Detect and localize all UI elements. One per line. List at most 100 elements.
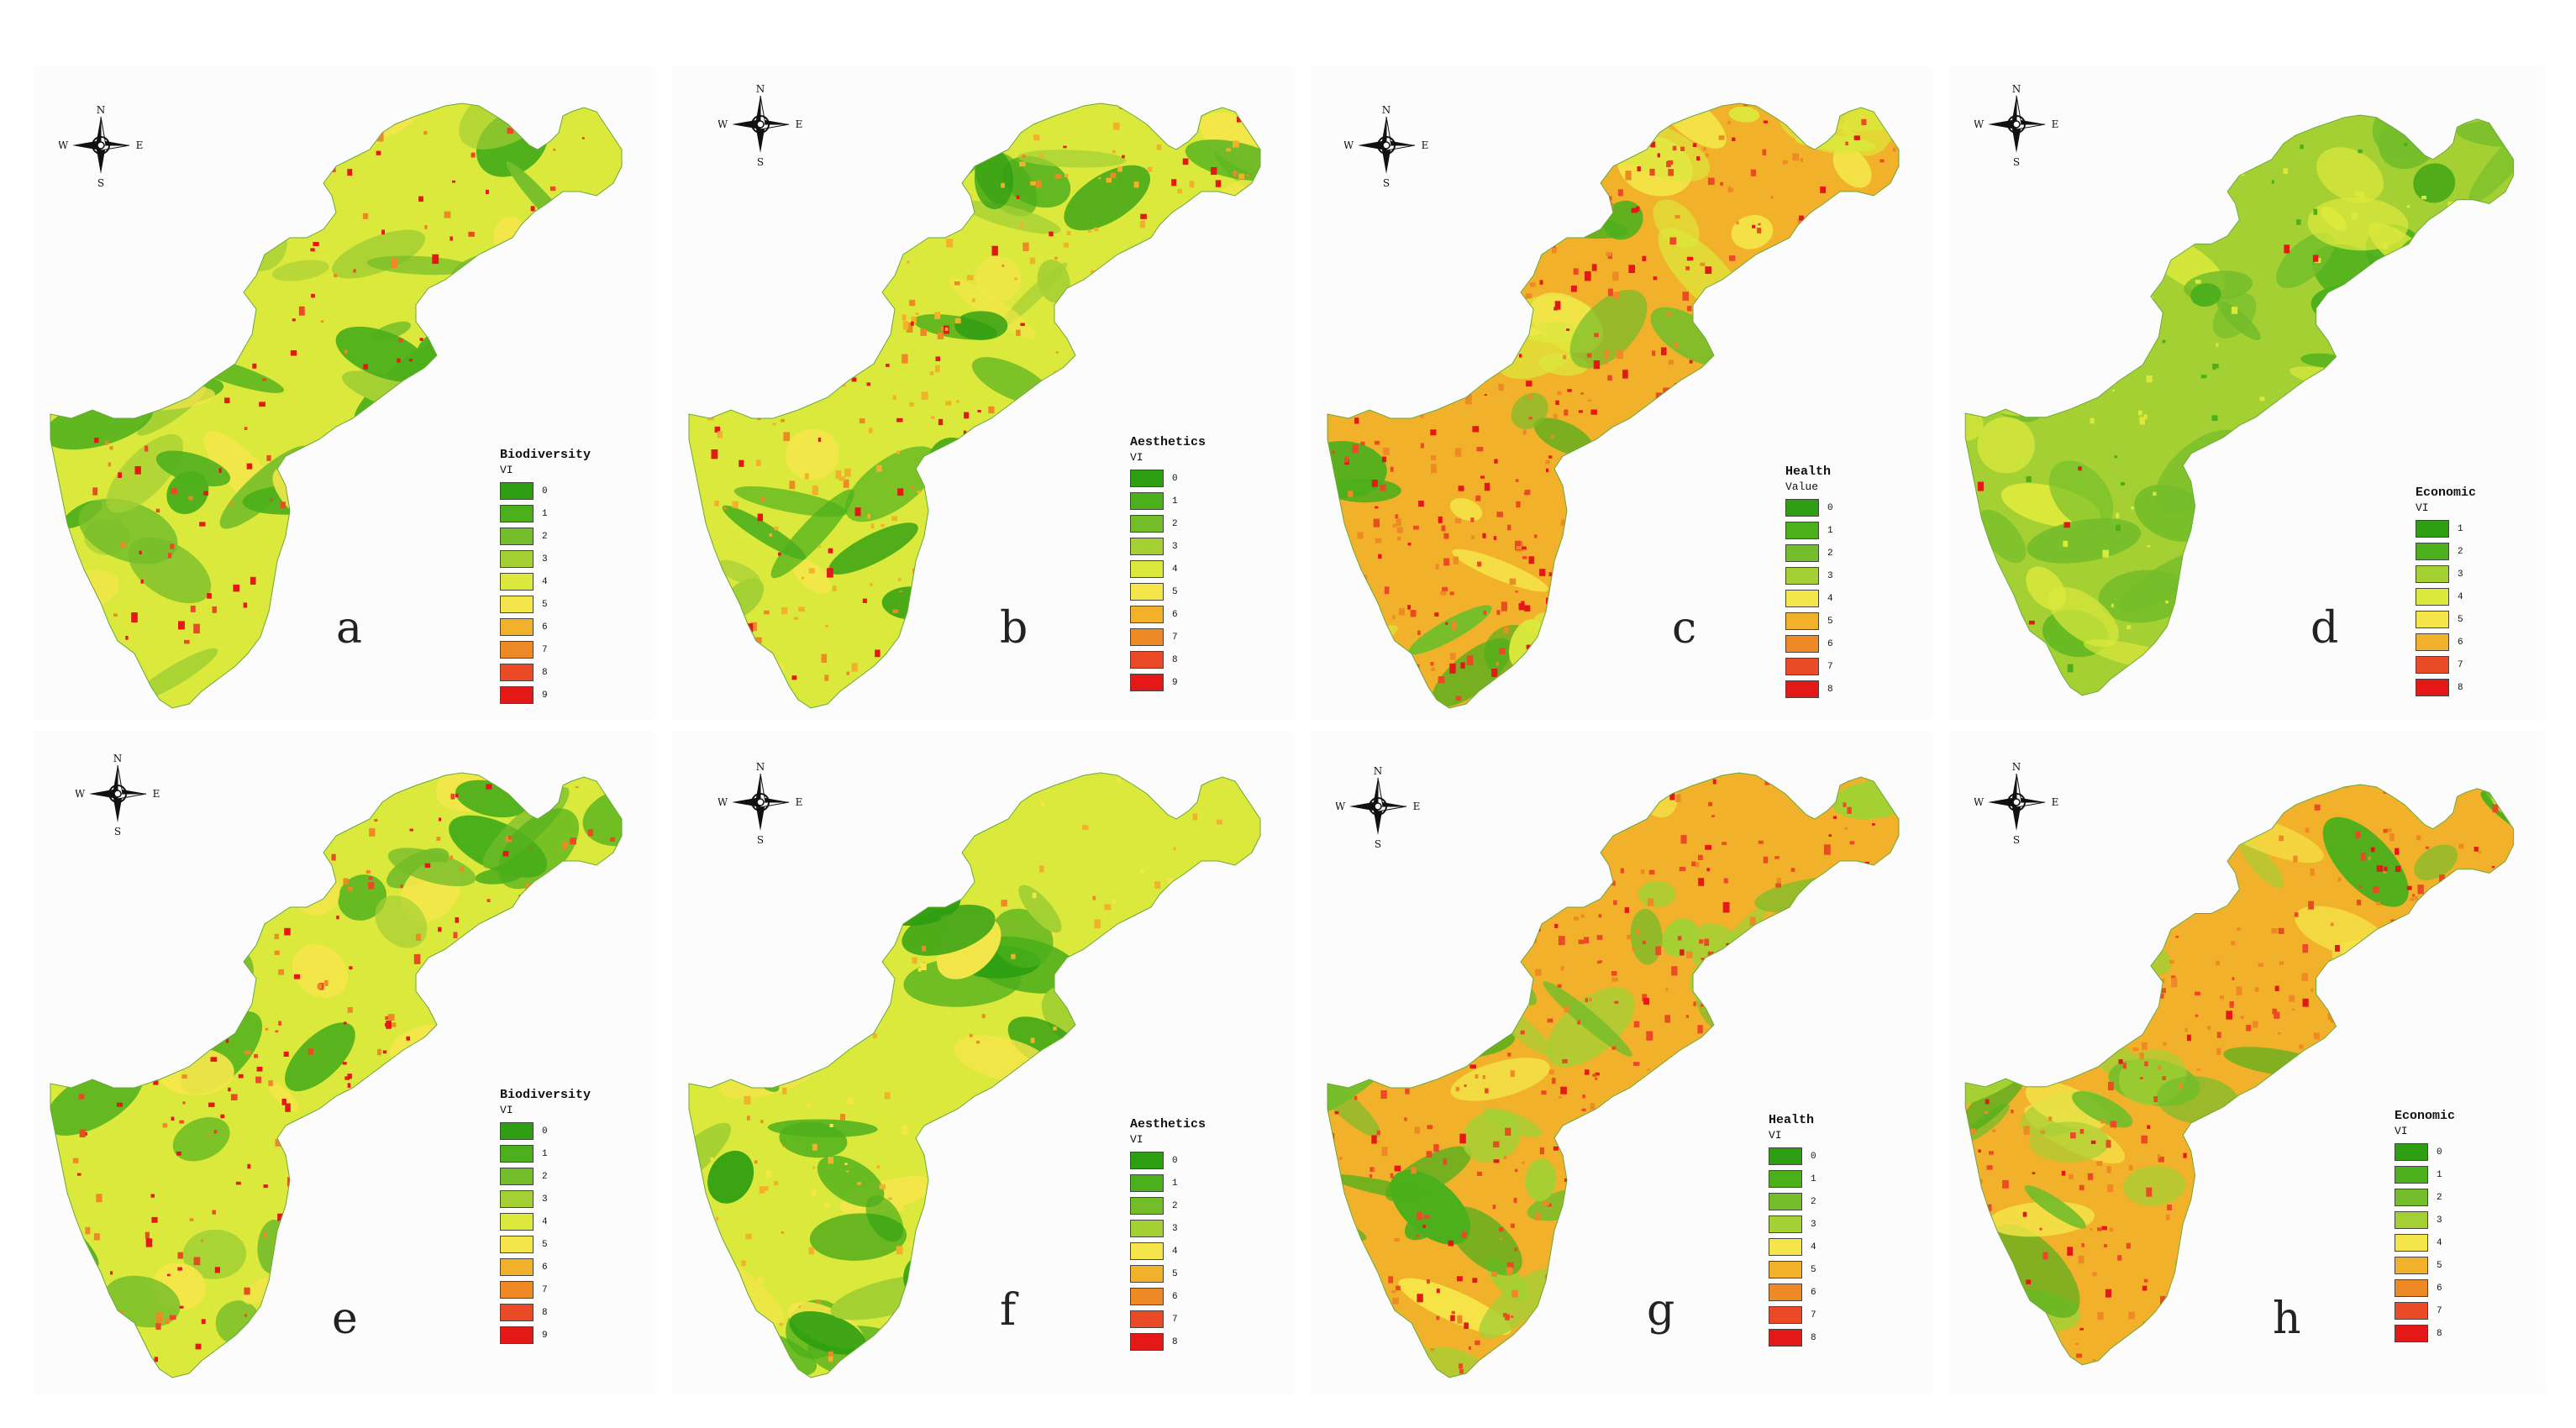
value-cell	[2110, 1121, 2117, 1128]
value-cell	[626, 1173, 628, 1174]
value-cell	[1593, 360, 1601, 370]
value-cell	[1554, 1277, 1561, 1282]
value-cell	[2240, 1016, 2244, 1020]
value-cell	[2221, 1231, 2228, 1235]
value-cell	[208, 1134, 211, 1137]
value-cell	[1527, 705, 1533, 708]
legend-swatch	[1785, 680, 1819, 698]
value-cell	[1744, 1320, 1748, 1324]
value-cell	[2335, 945, 2340, 952]
value-cell	[131, 1015, 136, 1021]
region-map	[688, 102, 1271, 717]
value-cell	[302, 901, 306, 905]
value-cell	[1498, 1373, 1503, 1378]
value-cell	[385, 1016, 388, 1020]
value-cell	[2289, 1231, 2295, 1236]
value-cell	[1185, 987, 1190, 991]
value-cell	[1162, 919, 1166, 924]
value-cell	[1527, 1347, 1534, 1357]
value-cell	[235, 1181, 241, 1185]
legend-value: 7	[2437, 1305, 2442, 1316]
value-cell	[1374, 366, 1380, 370]
value-cell	[2172, 850, 2177, 856]
value-cell	[1904, 815, 1910, 823]
value-cell	[1827, 436, 1831, 438]
legend-row: 4	[1785, 587, 1833, 610]
terrain-patch	[1469, 870, 1524, 923]
value-cell	[384, 1240, 391, 1251]
value-cell	[1683, 1095, 1686, 1101]
value-cell	[1185, 245, 1190, 249]
value-cell	[1561, 538, 1568, 545]
value-cell	[2116, 524, 2121, 532]
value-cell	[2222, 872, 2226, 874]
value-cell	[870, 849, 875, 853]
value-cell	[928, 773, 933, 777]
value-cell	[1617, 189, 1623, 197]
value-cell	[799, 1051, 805, 1055]
value-cell	[1588, 1294, 1595, 1305]
value-cell	[1107, 1185, 1112, 1194]
terrain-patch	[1229, 655, 1260, 700]
value-cell	[1412, 1072, 1418, 1079]
value-cell	[2081, 1242, 2084, 1247]
value-cell	[1265, 194, 1271, 200]
value-cell	[602, 192, 606, 195]
value-cell	[700, 711, 705, 717]
value-cell	[1475, 103, 1480, 107]
value-cell	[1732, 1087, 1736, 1092]
terrain-patch	[2053, 888, 2090, 922]
terrain-patch	[1479, 1268, 1555, 1339]
value-cell	[1064, 1170, 1068, 1175]
value-cell	[1672, 145, 1677, 151]
terrain-patch	[2205, 492, 2262, 525]
value-cell	[451, 1286, 459, 1296]
value-cell	[1243, 1134, 1249, 1138]
value-cell	[1503, 1156, 1507, 1159]
value-cell	[909, 402, 914, 407]
value-cell	[256, 1066, 263, 1072]
value-cell	[2244, 585, 2251, 591]
value-cell	[1388, 654, 1394, 660]
value-cell	[2277, 490, 2283, 496]
terrain-patch	[2115, 114, 2172, 157]
terrain-patch	[1680, 654, 1756, 685]
value-cell	[1103, 659, 1108, 664]
value-cell	[915, 564, 922, 571]
value-cell	[1555, 400, 1559, 405]
value-cell	[1898, 811, 1899, 816]
value-cell	[1500, 264, 1504, 266]
terrain-patch	[982, 639, 1085, 696]
terrain-patch	[1965, 303, 2024, 327]
terrain-patch	[492, 376, 589, 437]
legend-row: 8	[1130, 648, 1206, 671]
terrain-patch	[2136, 144, 2180, 187]
value-cell	[757, 669, 763, 677]
value-cell	[1723, 878, 1728, 884]
value-cell	[1554, 301, 1561, 310]
value-cell	[1755, 1251, 1759, 1257]
value-cell	[189, 1218, 194, 1221]
value-cell	[2160, 1295, 2166, 1305]
value-cell	[91, 1005, 98, 1011]
value-cell	[1483, 610, 1486, 615]
value-cell	[1110, 378, 1115, 385]
value-cell	[1347, 890, 1354, 898]
legend-value: 3	[1172, 541, 1178, 552]
value-cell	[2154, 699, 2159, 706]
value-cell	[1388, 294, 1396, 302]
value-cell	[563, 373, 566, 376]
value-cell	[455, 917, 460, 923]
legend-value: 8	[1811, 1332, 1816, 1343]
value-cell	[233, 584, 239, 592]
value-cell	[1440, 591, 1447, 596]
value-cell	[1732, 137, 1736, 141]
value-cell	[1816, 222, 1822, 231]
value-cell	[1241, 234, 1244, 239]
legend-row: 6	[1130, 603, 1206, 626]
value-cell	[1091, 707, 1097, 708]
value-cell	[1488, 853, 1493, 856]
value-cell	[2488, 1014, 2494, 1022]
svg-text:S: S	[2013, 834, 2020, 844]
value-cell	[957, 827, 963, 834]
